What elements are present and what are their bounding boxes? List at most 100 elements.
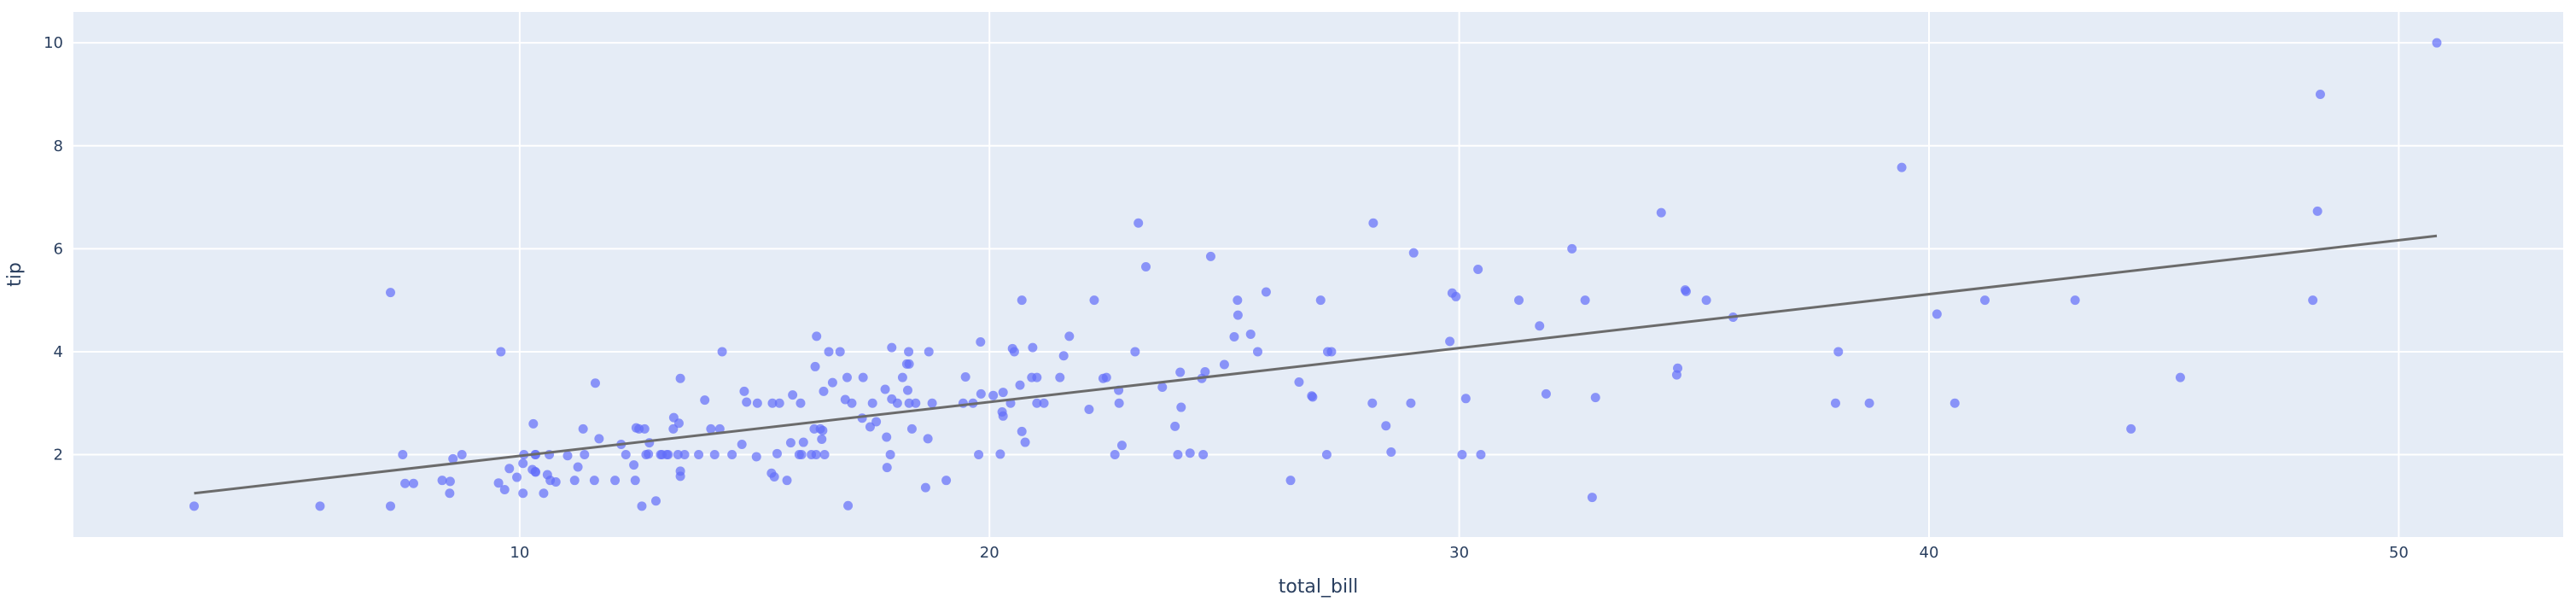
scatter-point xyxy=(785,438,796,448)
scatter-point xyxy=(976,336,986,347)
scatter-point xyxy=(1294,377,1304,388)
scatter-point xyxy=(788,390,798,400)
y-tick-label: 10 xyxy=(44,34,63,52)
scatter-point xyxy=(1308,392,1318,402)
scatter-point xyxy=(675,373,685,383)
scatter-point xyxy=(1830,398,1840,408)
scatter-point xyxy=(897,372,907,382)
scatter-point xyxy=(714,423,725,434)
scatter-point xyxy=(2312,206,2322,216)
scatter-point xyxy=(739,386,749,396)
scatter-point xyxy=(974,450,984,460)
scatter-point xyxy=(1656,207,1666,218)
scatter-point xyxy=(1032,372,1042,382)
scatter-point xyxy=(923,434,933,444)
scatter-point xyxy=(941,476,952,486)
scatter-point xyxy=(1229,331,1239,342)
scatter-point xyxy=(709,450,720,460)
scatter-point xyxy=(976,388,986,399)
y-axis-title: tip xyxy=(4,262,26,287)
scatter-point xyxy=(1017,295,1027,306)
scatter-point xyxy=(630,476,640,486)
scatter-point xyxy=(1020,437,1030,447)
scatter-point xyxy=(1949,398,1960,408)
scatter-point xyxy=(694,450,704,460)
scatter-point xyxy=(673,418,684,429)
scatter-point xyxy=(737,439,747,449)
scatter-point xyxy=(1367,398,1378,408)
scatter-point xyxy=(920,482,930,493)
y-axis-ticks: 2 4 6 8 10 xyxy=(44,34,63,464)
scatter-point xyxy=(1457,450,1467,460)
scatter-point xyxy=(819,450,830,460)
scatter-point xyxy=(819,386,829,396)
scatter-point xyxy=(408,478,418,488)
scatter-point xyxy=(1681,286,1691,296)
x-axis-title: total_bill xyxy=(1279,576,1359,598)
scatter-point xyxy=(1386,447,1396,458)
scatter-point xyxy=(531,467,541,477)
scatter-point xyxy=(911,398,921,408)
scatter-point xyxy=(1017,426,1027,436)
scatter-point xyxy=(2308,295,2318,306)
scatter-point xyxy=(639,423,650,434)
scatter-point xyxy=(727,450,737,460)
scatter-point xyxy=(1055,372,1065,382)
scatter-point xyxy=(589,476,599,486)
scatter-point xyxy=(551,476,561,487)
y-tick-label: 2 xyxy=(54,447,63,464)
scatter-point xyxy=(2175,372,2185,382)
scatter-point xyxy=(998,411,1008,421)
scatter-point xyxy=(496,347,506,357)
scatter-point xyxy=(590,378,600,388)
plot-background xyxy=(73,12,2563,537)
scatter-point xyxy=(1979,295,1990,306)
scatter-point xyxy=(1381,421,1391,431)
scatter-point xyxy=(774,398,784,408)
scatter-point xyxy=(1261,287,1271,297)
scatter-point xyxy=(679,450,690,460)
scatter-point xyxy=(629,460,639,470)
scatter-point xyxy=(995,449,1005,459)
scatter-point xyxy=(1408,248,1419,258)
scatter-point xyxy=(818,425,828,435)
scatter-point xyxy=(1473,264,1483,274)
x-tick-label: 40 xyxy=(1920,544,1939,562)
scatter-point xyxy=(1406,398,1416,408)
scatter-point xyxy=(386,501,396,511)
x-tick-label: 20 xyxy=(980,544,1000,562)
scatter-point xyxy=(1084,404,1094,414)
scatter-point xyxy=(1130,347,1140,357)
scatter-point xyxy=(796,398,806,408)
scatter-point xyxy=(769,471,779,482)
scatter-point xyxy=(1219,359,1229,370)
scatter-point xyxy=(906,423,917,434)
scatter-point xyxy=(1253,347,1263,357)
scatter-point xyxy=(437,476,447,486)
grid-lines xyxy=(73,12,2563,537)
scatter-point xyxy=(1198,450,1209,460)
scatter-point xyxy=(1058,351,1069,361)
x-tick-label: 10 xyxy=(510,544,529,562)
trendline xyxy=(194,234,2438,495)
scatter-point xyxy=(706,423,716,434)
scatter-point xyxy=(445,488,455,499)
scatter-point xyxy=(1476,450,1486,460)
scatter-point xyxy=(1321,450,1332,460)
scatter-point xyxy=(842,372,852,382)
scatter-point xyxy=(1315,295,1326,306)
scatter-point xyxy=(1451,291,1461,301)
scatter-point xyxy=(904,347,914,357)
scatter-point xyxy=(1932,309,1942,319)
scatter-point xyxy=(573,462,583,472)
scatter-point xyxy=(1039,398,1049,408)
scatter-point xyxy=(1114,398,1124,408)
scatter-point xyxy=(885,450,895,460)
scatter-point xyxy=(1175,367,1186,377)
scatter-point xyxy=(562,451,573,461)
scatter-point xyxy=(386,288,396,298)
scatter-point xyxy=(882,432,892,442)
scatter-point xyxy=(880,384,890,394)
